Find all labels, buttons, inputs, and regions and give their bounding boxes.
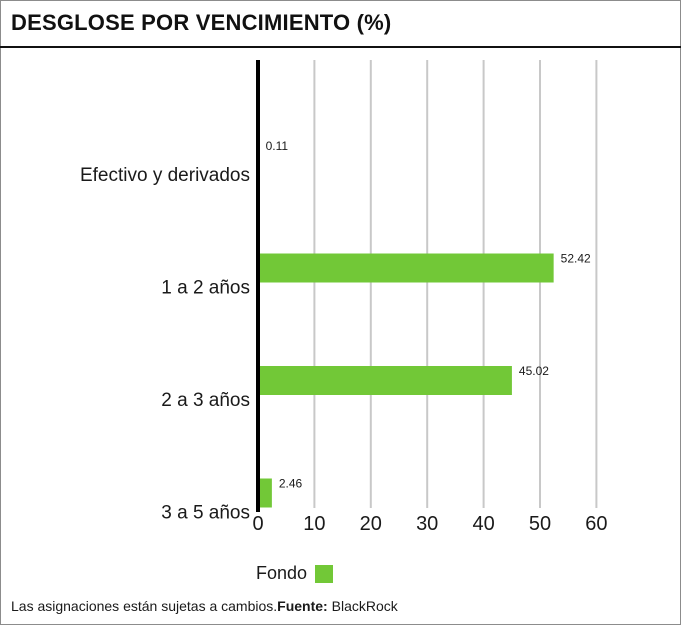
footnote-text: Las asignaciones están sujetas a cambios… <box>11 598 278 614</box>
data-label-0: 0.11 <box>266 139 289 153</box>
x-tick-label-30: 30 <box>416 513 438 535</box>
chart-title: DESGLOSE POR VENCIMIENTO (%) <box>11 10 392 35</box>
x-tick-label-50: 50 <box>529 513 551 535</box>
bar-2 <box>258 366 512 395</box>
x-tick-label-0: 0 <box>252 513 263 535</box>
bar-chart: 0.11 52.42 45.02 2.46 Efectivo y derivados 1 … <box>80 60 608 535</box>
bar-1 <box>258 253 554 283</box>
data-label-1: 52.42 <box>561 252 591 266</box>
category-label-1: 1 a 2 años <box>161 278 250 299</box>
data-label-3: 2.46 <box>279 477 303 491</box>
bar-3 <box>258 478 272 508</box>
x-tick-label-20: 20 <box>360 513 382 535</box>
footnote-source-value: BlackRock <box>327 598 398 614</box>
x-tick-label-40: 40 <box>472 513 494 535</box>
data-label-2: 45.02 <box>519 364 549 378</box>
legend-label: Fondo <box>256 563 308 583</box>
footnote-source-label: Fuente: <box>277 598 328 614</box>
category-label-3: 3 a 5 años <box>161 503 250 524</box>
footnote: Las asignaciones están sujetas a cambios… <box>11 598 398 614</box>
legend: Fondo <box>256 563 334 584</box>
title-rule <box>0 46 681 48</box>
x-tick-label-10: 10 <box>303 513 325 535</box>
category-label-2: 2 a 3 años <box>161 390 250 411</box>
category-label-0: Efectivo y derivados <box>80 165 250 186</box>
legend-swatch <box>315 564 334 583</box>
x-tick-label-60: 60 <box>585 513 607 535</box>
